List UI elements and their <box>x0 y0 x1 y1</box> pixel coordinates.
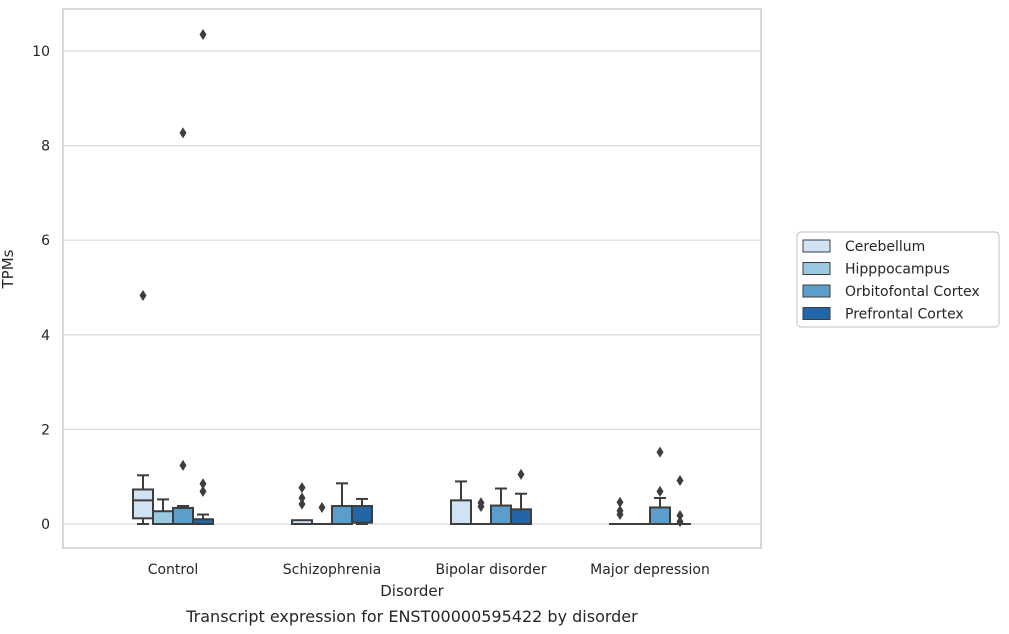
outlier-point <box>676 516 684 528</box>
outlier-point <box>199 485 207 497</box>
legend-swatch <box>802 307 831 320</box>
box <box>510 508 532 526</box>
y-tick-label: 8 <box>41 139 50 155</box>
outlier-point <box>676 509 684 521</box>
y-tick-label: 4 <box>41 328 50 344</box>
y-tick-label: 0 <box>41 517 50 533</box>
y-tick-label: 10 <box>32 44 50 60</box>
chart-caption: Transcript expression for ENST0000059542… <box>185 607 638 626</box>
outlier-point <box>199 28 207 40</box>
box <box>172 506 194 525</box>
box <box>132 488 154 520</box>
legend-swatch <box>802 262 831 275</box>
y-axis-label: TPMs <box>0 249 17 289</box>
outlier-point <box>179 459 187 471</box>
x-axis-label: Disorder <box>380 582 444 600</box>
box <box>649 506 671 526</box>
legend-swatch <box>802 284 831 298</box>
plot-area: 0 2 4 6 8 10 Control Schizophrenia Bipolar disor… <box>32 8 762 578</box>
outlier-point <box>179 127 187 139</box>
outlier-point <box>318 501 326 513</box>
outlier-point <box>199 478 207 490</box>
outlier-point <box>477 497 485 509</box>
x-tick-label: Control <box>148 562 199 578</box>
x-tick-label: Bipolar disorder <box>435 562 546 578</box>
legend-label: Hipppocampus <box>845 262 950 278</box>
x-tick-label: Major depression <box>590 562 710 578</box>
legend-label: Orbitofontal Cortex <box>845 284 980 300</box>
outlier-point <box>139 290 147 302</box>
box <box>331 505 353 525</box>
outlier-point <box>616 505 624 517</box>
legend-label: Cerebellum <box>845 239 925 255</box>
x-tick-label: Schizophrenia <box>283 562 381 578</box>
outlier-point <box>298 492 306 504</box>
legend: Cerebellum Hipppocampus Orbitofontal Corte… <box>796 231 1000 328</box>
box <box>490 504 512 526</box>
outlier-point <box>676 474 684 486</box>
legend-label: Prefrontal Cortex <box>845 307 964 323</box>
box <box>450 499 472 526</box>
legend-swatch <box>802 239 831 253</box>
y-tick-label: 6 <box>41 233 50 249</box>
box <box>152 510 174 526</box>
legend-frame <box>796 231 1000 328</box>
outlier-point <box>616 496 624 508</box>
outlier-point <box>656 485 664 497</box>
outlier-point <box>656 446 664 458</box>
y-tick-label: 2 <box>41 422 50 438</box>
outlier-point <box>298 498 306 510</box>
outlier-point <box>298 482 306 494</box>
plot-frame <box>62 8 762 549</box>
box <box>351 505 373 524</box>
outlier-point <box>517 468 525 480</box>
